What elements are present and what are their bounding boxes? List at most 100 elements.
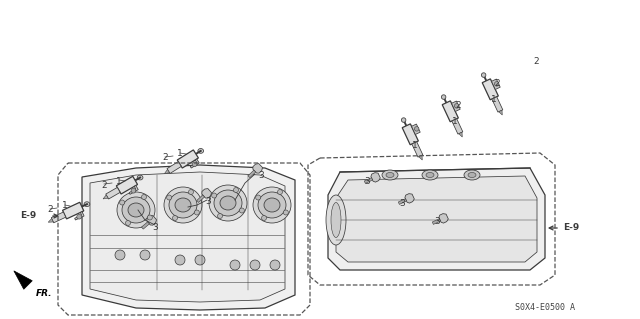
Ellipse shape bbox=[386, 173, 394, 177]
Circle shape bbox=[495, 82, 499, 86]
Ellipse shape bbox=[128, 203, 144, 217]
Polygon shape bbox=[177, 150, 198, 168]
Polygon shape bbox=[371, 173, 380, 182]
Text: 2: 2 bbox=[47, 205, 53, 214]
Polygon shape bbox=[364, 178, 372, 183]
Circle shape bbox=[234, 188, 239, 192]
Ellipse shape bbox=[117, 192, 155, 228]
Circle shape bbox=[140, 250, 150, 260]
Ellipse shape bbox=[442, 95, 446, 99]
Circle shape bbox=[189, 189, 193, 195]
Circle shape bbox=[166, 195, 172, 200]
Ellipse shape bbox=[401, 118, 406, 122]
Polygon shape bbox=[452, 119, 463, 134]
Ellipse shape bbox=[164, 187, 202, 223]
Polygon shape bbox=[82, 165, 295, 310]
Polygon shape bbox=[116, 176, 138, 194]
Ellipse shape bbox=[175, 198, 191, 212]
Circle shape bbox=[250, 260, 260, 270]
Text: 2: 2 bbox=[533, 56, 539, 65]
Circle shape bbox=[192, 162, 197, 167]
Polygon shape bbox=[419, 155, 422, 160]
Ellipse shape bbox=[331, 203, 341, 238]
Circle shape bbox=[195, 255, 205, 265]
Ellipse shape bbox=[326, 195, 346, 245]
Polygon shape bbox=[196, 195, 205, 203]
Polygon shape bbox=[90, 172, 285, 302]
Polygon shape bbox=[439, 214, 448, 223]
Polygon shape bbox=[412, 124, 420, 135]
Ellipse shape bbox=[198, 149, 204, 153]
Circle shape bbox=[230, 260, 240, 270]
Ellipse shape bbox=[464, 170, 480, 180]
Ellipse shape bbox=[264, 198, 280, 212]
Circle shape bbox=[415, 127, 419, 131]
Ellipse shape bbox=[481, 73, 486, 77]
Polygon shape bbox=[103, 195, 108, 199]
Polygon shape bbox=[459, 132, 462, 137]
Circle shape bbox=[262, 216, 266, 220]
Circle shape bbox=[255, 195, 260, 200]
Polygon shape bbox=[405, 194, 414, 203]
Circle shape bbox=[173, 216, 177, 220]
Circle shape bbox=[212, 193, 217, 198]
Polygon shape bbox=[248, 170, 256, 178]
Circle shape bbox=[284, 210, 289, 215]
Circle shape bbox=[125, 220, 131, 226]
Ellipse shape bbox=[220, 196, 236, 210]
Polygon shape bbox=[482, 79, 499, 100]
Polygon shape bbox=[398, 199, 406, 204]
Text: 1: 1 bbox=[491, 95, 497, 105]
Ellipse shape bbox=[169, 192, 197, 218]
Polygon shape bbox=[14, 271, 32, 289]
Text: FR.: FR. bbox=[36, 289, 52, 298]
Circle shape bbox=[131, 188, 136, 193]
Polygon shape bbox=[48, 219, 53, 222]
Polygon shape bbox=[336, 176, 537, 262]
Polygon shape bbox=[442, 101, 458, 122]
Circle shape bbox=[278, 189, 282, 195]
Polygon shape bbox=[328, 168, 545, 270]
Polygon shape bbox=[432, 219, 440, 224]
Text: E-9: E-9 bbox=[20, 211, 36, 220]
Circle shape bbox=[175, 255, 185, 265]
Text: 2: 2 bbox=[162, 153, 168, 162]
Polygon shape bbox=[492, 97, 503, 112]
Ellipse shape bbox=[426, 173, 434, 177]
Text: 1: 1 bbox=[116, 176, 122, 186]
Circle shape bbox=[115, 250, 125, 260]
Text: 3: 3 bbox=[258, 170, 264, 180]
Text: 2: 2 bbox=[494, 78, 500, 87]
Polygon shape bbox=[402, 124, 419, 145]
Polygon shape bbox=[106, 188, 120, 199]
Ellipse shape bbox=[382, 170, 398, 180]
Text: E-9: E-9 bbox=[563, 224, 579, 233]
Circle shape bbox=[147, 215, 152, 220]
Polygon shape bbox=[253, 164, 262, 173]
Text: S0X4-E0500 A: S0X4-E0500 A bbox=[515, 303, 575, 313]
Polygon shape bbox=[51, 212, 66, 223]
Circle shape bbox=[218, 213, 223, 219]
Circle shape bbox=[77, 214, 81, 219]
Text: 2: 2 bbox=[101, 181, 107, 189]
Polygon shape bbox=[499, 110, 502, 115]
Text: 1: 1 bbox=[62, 202, 68, 211]
Ellipse shape bbox=[258, 192, 286, 218]
Polygon shape bbox=[164, 169, 170, 174]
Circle shape bbox=[239, 208, 244, 213]
Polygon shape bbox=[492, 79, 500, 89]
Ellipse shape bbox=[253, 187, 291, 223]
Ellipse shape bbox=[422, 170, 438, 180]
Ellipse shape bbox=[468, 173, 476, 177]
Text: 3: 3 bbox=[205, 197, 211, 205]
Circle shape bbox=[195, 210, 199, 215]
Polygon shape bbox=[412, 142, 423, 157]
Circle shape bbox=[120, 200, 125, 205]
Polygon shape bbox=[141, 222, 149, 229]
Text: 3: 3 bbox=[364, 177, 370, 187]
Polygon shape bbox=[147, 216, 157, 225]
Ellipse shape bbox=[137, 175, 143, 180]
Ellipse shape bbox=[209, 185, 247, 221]
Circle shape bbox=[454, 104, 459, 108]
Ellipse shape bbox=[122, 197, 150, 223]
